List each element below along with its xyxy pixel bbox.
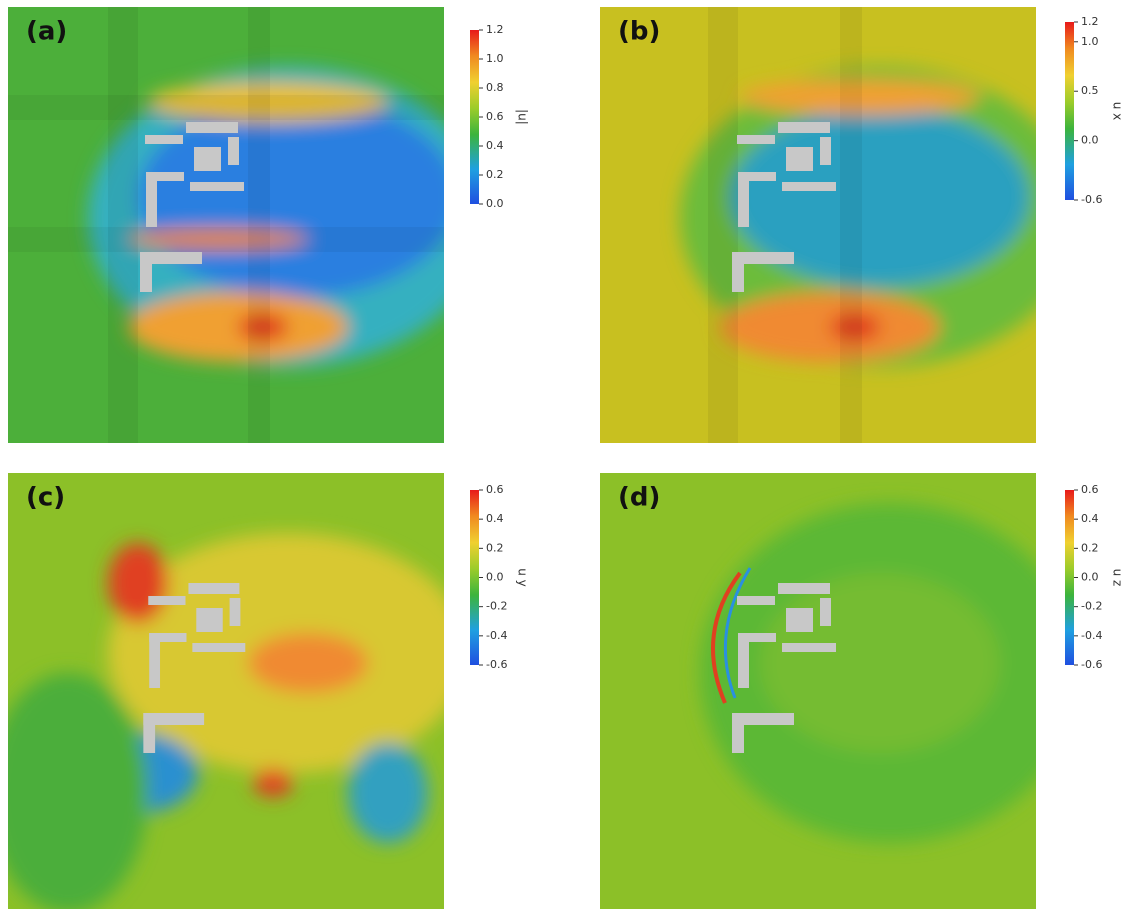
- field-c: [0, 473, 468, 909]
- colorbar: [1065, 22, 1074, 200]
- panel-label: (b): [618, 17, 660, 47]
- colorbar-tick-label: 0.6: [486, 110, 504, 123]
- field-d: [600, 473, 1080, 909]
- colorbar-tick-label: 0.5: [1081, 84, 1099, 97]
- colorbar-tick-label: -0.6: [1081, 193, 1102, 206]
- colorbar-title: u x: [1111, 102, 1122, 121]
- colorbar-tick-label: -0.4: [486, 629, 507, 642]
- colorbar-tick-label: 1.0: [1081, 35, 1099, 48]
- colorbar-tick-label: 0.4: [486, 512, 504, 525]
- colorbar-tick-label: 0.2: [486, 541, 504, 554]
- colorbar-tick-label: 0.6: [1081, 483, 1099, 496]
- colorbar-tick-label: -0.6: [1081, 658, 1102, 671]
- colorbar-tick-label: 0.0: [1081, 571, 1099, 584]
- colorbar-tick-label: 0.0: [1081, 134, 1099, 147]
- colorbar-tick-label: 1.2: [486, 23, 504, 36]
- panel-label: (a): [26, 17, 67, 47]
- figure: (a) 1.2 1.0 0.8 0.6 0.4 0.2 0.0 |u| (b) 1.2 1.0 0.5 0…: [0, 0, 1122, 909]
- colorbar: [1065, 490, 1074, 665]
- colorbar-tick-label: 1.2: [1081, 15, 1099, 28]
- panel-label: (d): [618, 483, 660, 513]
- colorbar-tick-label: 0.4: [1081, 512, 1099, 525]
- colorbar-tick-label: 0.2: [486, 168, 504, 181]
- colorbar-tick-label: -0.4: [1081, 629, 1102, 642]
- colorbar-tick-label: 0.4: [486, 139, 504, 152]
- colorbar-tick-label: 0.0: [486, 571, 504, 584]
- colorbar-tick-label: -0.2: [486, 600, 507, 613]
- colorbar-tick-label: -0.6: [486, 658, 507, 671]
- colorbar-tick-label: 0.6: [486, 483, 504, 496]
- colorbar-title: u z: [1111, 569, 1122, 587]
- colorbar-title: u y: [516, 568, 530, 587]
- colorbar-tick-label: -0.2: [1081, 600, 1102, 613]
- panel-label: (c): [26, 483, 65, 513]
- colorbar-tick-label: 1.0: [486, 52, 504, 65]
- field-a: [8, 7, 488, 443]
- colorbar-title: |u|: [516, 109, 530, 125]
- colorbar: [470, 490, 479, 665]
- colorbar-tick-label: 0.8: [486, 81, 504, 94]
- colorbar-tick-label: 0.2: [1081, 541, 1099, 554]
- colorbar-tick-label: 0.0: [486, 197, 504, 210]
- field-b: [600, 7, 1080, 443]
- colorbar: [470, 30, 479, 204]
